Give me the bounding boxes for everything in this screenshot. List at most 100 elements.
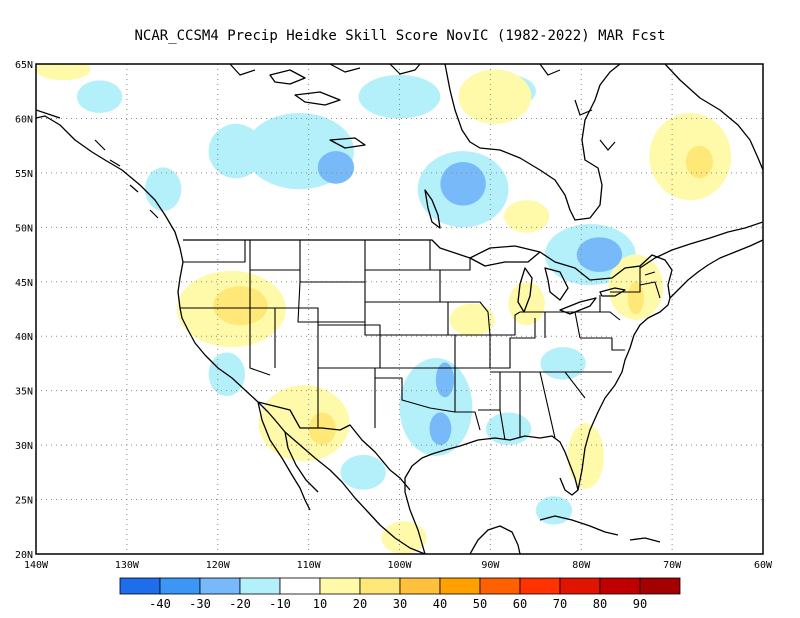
colorbar-label: -40 [149,597,171,611]
lat-tick-label: 30N [15,441,33,452]
skill-region [535,496,573,525]
skill-region [440,162,486,206]
colorbar-swatch [159,577,201,595]
coastline-gulf [404,435,579,554]
colorbar-label: 30 [393,597,407,611]
coastline-cuba [539,515,619,536]
colorbar-swatch [519,577,561,595]
lon-tick-label: 70W [663,560,682,571]
colorbar-swatch [479,577,521,595]
skill-region [576,237,623,272]
coastlines-and-borders [36,64,763,554]
colorbar-swatch [319,577,361,595]
lat-tick-label: 65N [15,60,33,71]
colorbar-label: 80 [593,597,607,611]
chart-title: NCAR_CCSM4 Precip Heidke Skill Score Nov… [134,28,666,44]
colorbar-label: 10 [313,597,327,611]
colorbar-label: -30 [189,597,211,611]
skill-region [449,303,495,337]
skill-region [308,412,336,446]
border-us-mexico [257,401,411,491]
lake-ontario [599,287,626,297]
coastline-east [577,239,763,491]
lon-tick-label: 100W [387,560,412,571]
colorbar-swatch [279,577,321,595]
coastline-yucatan [469,525,521,554]
skill-region [76,80,123,113]
lat-tick-label: 45N [15,278,33,289]
skill-region [258,385,350,462]
state-boundaries [180,239,661,441]
skill-shading [36,64,732,554]
arctic-islands [94,64,616,219]
lat-tick-label: 35N [15,387,33,398]
lon-tick-label: 140W [24,560,49,571]
lat-tick-label: 25N [15,496,33,507]
lake-huron [544,267,569,301]
colorbar-label: 20 [353,597,367,611]
skill-region [627,281,644,315]
skill-region [36,64,91,81]
skill-region [399,358,473,456]
border-us-canada [183,239,673,299]
skill-region [567,423,604,489]
colorbar-label: 60 [513,597,527,611]
lon-tick-label: 120W [206,560,231,571]
skill-region [458,69,532,124]
skill-region [381,521,427,554]
colorbar: -40 -30 -20 -10 10 20 30 40 50 60 70 80 90 [119,577,681,611]
lake-erie [559,297,597,315]
lake-athabasca [329,137,366,149]
skill-region [685,145,714,179]
colorbar-label: 40 [433,597,447,611]
skill-region [208,123,264,179]
lon-tick-label: 60W [754,560,773,571]
lon-tick-label: 80W [572,560,591,571]
colorbar-label: -10 [269,597,291,611]
lon-tick-label: 130W [115,560,140,571]
skill-region [540,347,586,380]
lat-tick-label: 40N [15,332,33,343]
colorbar-swatch [359,577,401,595]
great-slave-lake [294,91,341,106]
skill-region [213,286,268,326]
colorbar-swatch [599,577,641,595]
skill-region [145,167,182,211]
colorbar-swatch [639,577,681,595]
lake-superior [469,245,541,267]
border-alaska-canada [36,109,61,119]
coastline-baja [257,401,311,511]
plot-frame [35,63,764,555]
coastline-gulf-california [284,431,319,493]
coastline-west [36,115,426,554]
colorbar-label: 70 [553,597,567,611]
lat-tick-label: 50N [15,223,33,234]
skill-region [340,454,386,490]
colorbar-label: 90 [633,597,647,611]
skill-region [358,74,441,119]
lat-tick-label: 20N [15,550,33,561]
colorbar-swatch [199,577,241,595]
lon-tick-label: 90W [481,560,500,571]
colorbar-label: -20 [229,597,251,611]
colorbar-swatch [239,577,281,595]
lat-tick-label: 55N [15,169,33,180]
colorbar-label: 50 [473,597,487,611]
colorbar-swatch [399,577,441,595]
skill-region [429,412,452,446]
colorbar-swatch [119,577,161,595]
coastline-hispaniola [629,537,661,543]
skill-region [504,200,550,233]
colorbar-swatch [559,577,601,595]
lon-tick-label: 110W [297,560,322,571]
lat-tick-label: 60N [15,114,33,125]
coastline-hudson-bay [444,64,621,221]
coastline-labrador [664,64,763,171]
colorbar-swatch [439,577,481,595]
skill-region [435,362,454,398]
lake-winnipeg [424,189,441,229]
skill-region [317,151,355,184]
great-bear-lake [269,69,306,85]
